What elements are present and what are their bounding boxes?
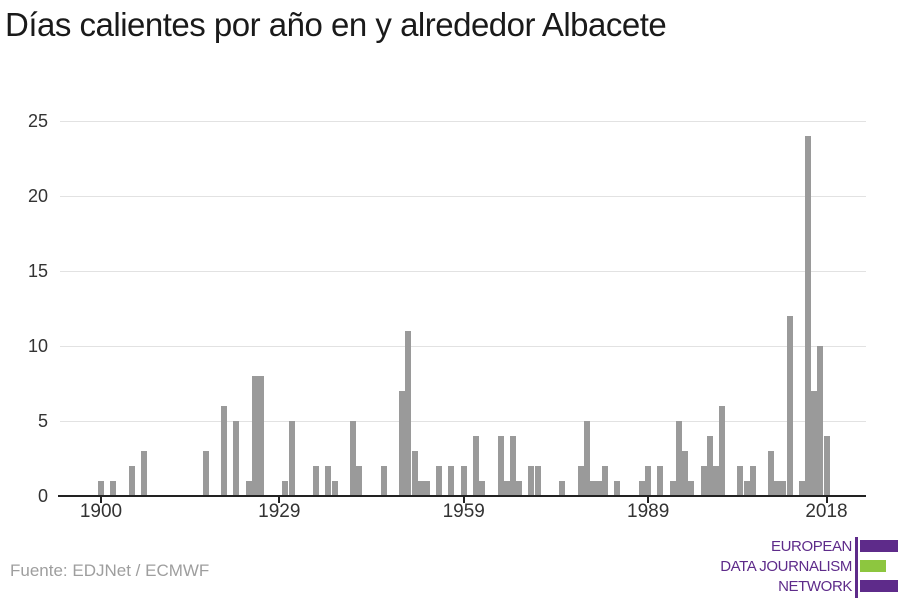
x-axis-tick-1989 — [647, 497, 650, 503]
bar-1905 — [128, 466, 135, 496]
bar-1950 — [405, 331, 412, 496]
gridline-y-25 — [60, 121, 866, 122]
bar-1980 — [589, 481, 596, 496]
chart-title: Días calientes por año en y alrededor Al… — [5, 6, 667, 43]
bar-1917 — [202, 451, 209, 496]
bar-1952 — [417, 481, 424, 496]
bar-2016 — [811, 391, 818, 496]
bar-1937 — [325, 466, 332, 496]
gridline-y-20 — [60, 196, 866, 197]
y-axis-tick-label: 0 — [37, 486, 48, 506]
bar-1968 — [516, 481, 523, 496]
bar-1965 — [497, 436, 504, 496]
y-axis-tick-label: 10 — [27, 336, 48, 356]
x-axis-tick-label: 1929 — [258, 501, 301, 522]
logo-line-data-journalism: DATA JOURNALISM — [720, 558, 852, 575]
bar-2012 — [786, 316, 793, 496]
edjnet-logo: EUROPEAN DATA JOURNALISM NETWORK — [700, 535, 900, 600]
bar-1949 — [399, 391, 406, 496]
bar-1970 — [528, 466, 535, 496]
bar-1971 — [534, 466, 541, 496]
bar-1991 — [657, 466, 664, 496]
bar-2009 — [768, 451, 775, 496]
bar-1995 — [682, 451, 689, 496]
y-axis-tick-label: 15 — [27, 261, 48, 281]
logo-line-network: NETWORK — [778, 578, 852, 595]
bar-2005 — [743, 481, 750, 496]
gridline-y-5 — [60, 421, 866, 422]
x-axis-tick-2018 — [825, 497, 828, 503]
bar-1984 — [614, 481, 621, 496]
x-axis-tick-label: 2018 — [805, 501, 848, 522]
bar-1955 — [436, 466, 443, 496]
bar-1942 — [356, 466, 363, 496]
logo-bar-bottom-icon — [860, 580, 898, 592]
bar-2018 — [823, 436, 830, 496]
bar-1931 — [288, 421, 295, 496]
x-axis-line — [58, 495, 866, 497]
bar-1920 — [220, 406, 227, 496]
bar-1938 — [331, 481, 338, 496]
bar-2014 — [798, 481, 805, 496]
bar-1959 — [460, 466, 467, 496]
bar-1967 — [509, 436, 516, 496]
bar-1924 — [245, 481, 252, 496]
bar-1941 — [350, 421, 357, 496]
bar-1900 — [98, 481, 104, 496]
x-axis-tick-1900 — [100, 497, 102, 503]
bar-1925 — [251, 376, 258, 496]
bar-1996 — [688, 481, 695, 496]
y-axis-tick-label: 20 — [27, 186, 48, 206]
logo-wordmark: EUROPEAN DATA JOURNALISM NETWORK — [702, 537, 852, 597]
bar-2015 — [805, 136, 812, 496]
bar-2000 — [712, 466, 719, 496]
bar-1978 — [577, 466, 584, 496]
x-axis-tick-label: 1989 — [627, 501, 670, 522]
y-axis-tick-label: 25 — [27, 111, 48, 131]
logo-bar-top-icon — [860, 540, 898, 552]
bar-1953 — [423, 481, 430, 496]
gridline-y-15 — [60, 271, 866, 272]
x-axis-tick-label: 1900 — [79, 501, 123, 522]
bar-1907 — [141, 451, 148, 496]
bar-1930 — [282, 481, 289, 496]
logo-bar-middle-icon — [860, 560, 886, 572]
bar-1999 — [706, 436, 713, 496]
bar-2011 — [780, 481, 787, 496]
bar-2001 — [718, 406, 725, 496]
x-axis-tick-label: 1959 — [442, 501, 485, 522]
bar-1957 — [448, 466, 455, 496]
bar-1922 — [233, 421, 240, 496]
bar-1994 — [675, 421, 682, 496]
bar-1981 — [596, 481, 602, 496]
gridline-y-10 — [60, 346, 866, 347]
source-text: Fuente: EDJNet / ECMWF — [10, 561, 210, 580]
x-axis-tick-1959 — [462, 497, 465, 503]
bar-1975 — [559, 481, 566, 496]
bar-1979 — [583, 421, 590, 496]
bar-1926 — [257, 376, 264, 496]
bar-1961 — [473, 436, 480, 496]
bar-2006 — [749, 466, 756, 496]
logo-divider — [855, 537, 858, 598]
bar-1902 — [110, 481, 117, 496]
bar-1993 — [669, 481, 676, 496]
x-axis-tick-1929 — [278, 497, 281, 503]
bar-1998 — [700, 466, 707, 496]
bar-2010 — [774, 481, 781, 496]
logo-line-european: EUROPEAN — [771, 538, 852, 555]
bar-1989 — [645, 466, 652, 496]
bar-2004 — [737, 466, 744, 496]
bar-1962 — [479, 481, 486, 496]
bar-1935 — [313, 466, 320, 496]
bar-1951 — [411, 451, 418, 496]
bar-2017 — [817, 346, 824, 496]
y-axis-tick-label: 5 — [37, 411, 48, 431]
bar-1982 — [602, 466, 609, 496]
bar-1966 — [503, 481, 510, 496]
bar-1946 — [380, 466, 387, 496]
bar-1988 — [639, 481, 646, 496]
